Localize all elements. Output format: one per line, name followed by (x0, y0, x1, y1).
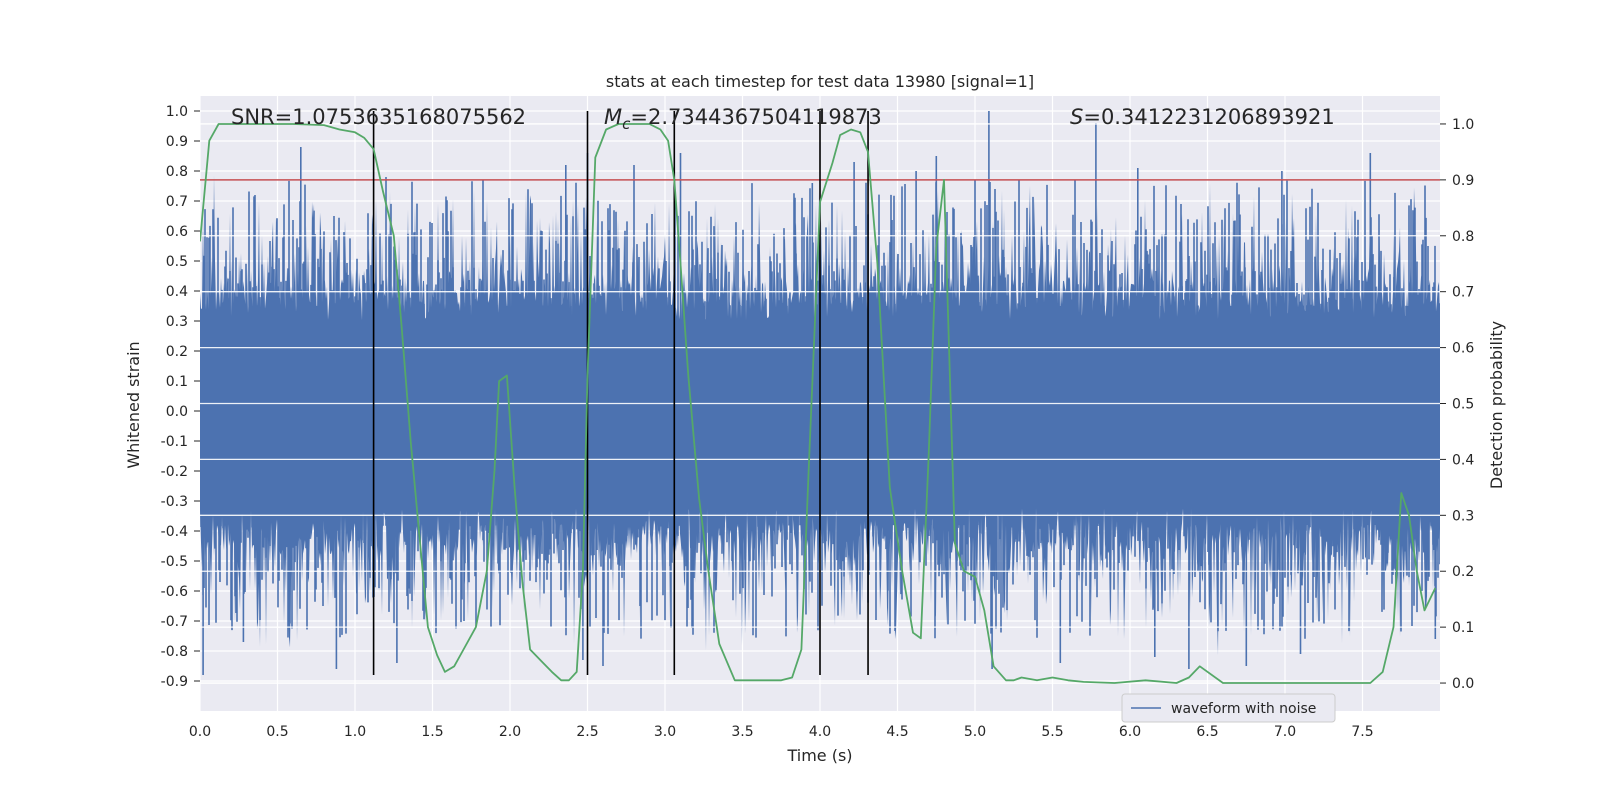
y2-tick-label: 0.9 (1452, 173, 1474, 189)
s-symbol: S (1070, 105, 1083, 129)
x-tick-label: 4.5 (886, 724, 908, 740)
y-tick-label: -0.8 (161, 644, 188, 660)
x-tick-label: 4.0 (809, 724, 831, 740)
x-tick-label: 3.5 (731, 724, 753, 740)
chirp-mass-value: =2.7344367504119873 (630, 105, 881, 129)
x-tick-label: 1.5 (421, 724, 443, 740)
y-tick-label: 0.6 (166, 224, 188, 240)
x-tick-label: 5.5 (1041, 724, 1063, 740)
x-tick-label: 5.0 (964, 724, 986, 740)
x-tick-label: 3.0 (654, 724, 676, 740)
y2-tick-label: 0.4 (1452, 452, 1474, 468)
y-axis-ticks: 1.0 0.9 0.8 0.7 0.6 0.5 0.4 0.3 0.2 0.1 0.0 -0.1 -0.… (161, 104, 200, 690)
y-tick-label: 0.9 (166, 134, 188, 150)
y-axis-label: Whitened strain (124, 341, 143, 468)
x-tick-label: 6.5 (1196, 724, 1218, 740)
chirp-mass-annotation: Mc=2.7344367504119873 (604, 105, 882, 133)
x-tick-label: 0.0 (189, 724, 211, 740)
y-tick-label: -0.2 (161, 464, 188, 480)
y-tick-label: 0.2 (166, 344, 188, 360)
y-tick-label: 0.7 (166, 194, 188, 210)
y2-tick-label: 0.2 (1452, 564, 1474, 580)
y2-tick-label: 0.7 (1452, 285, 1474, 301)
y-tick-label: -0.3 (161, 494, 188, 510)
chirp-mass-subscript: c (622, 115, 631, 133)
y2-tick-label: 0.3 (1452, 508, 1474, 524)
detection-probability-line (200, 123, 1437, 684)
x-tick-label: 6.0 (1119, 724, 1141, 740)
y2-tick-label: 0.0 (1452, 676, 1474, 692)
y-tick-label: 0.8 (166, 164, 188, 180)
y2-tick-label: 0.1 (1452, 620, 1474, 636)
x-axis-ticks: 0.0 0.5 1.0 1.5 2.0 2.5 3.0 3.5 4.0 4.5 5.0 5.5 6.0 6… (189, 724, 1374, 740)
detection-probability-series (200, 123, 1437, 684)
x-tick-label: 1.0 (344, 724, 366, 740)
y-tick-label: 0.1 (166, 374, 188, 390)
y-tick-label: -0.1 (161, 434, 188, 450)
y-tick-label: 0.4 (166, 284, 188, 300)
y-tick-label: -0.7 (161, 614, 188, 630)
y-tick-label: -0.5 (161, 554, 188, 570)
y2-axis-label: Detection probability (1487, 321, 1506, 489)
chart-title: stats at each timestep for test data 139… (606, 72, 1034, 91)
y2-tick-label: 0.5 (1452, 397, 1474, 413)
x-tick-label: 7.0 (1274, 724, 1296, 740)
x-tick-label: 7.5 (1351, 724, 1373, 740)
y-tick-label: 0.3 (166, 314, 188, 330)
y-tick-label: 0.0 (166, 404, 188, 420)
x-tick-label: 0.5 (266, 724, 288, 740)
y-tick-label: -0.9 (161, 674, 188, 690)
y-tick-label: -0.4 (161, 524, 188, 540)
waveform-spikes (200, 111, 1440, 675)
s-annotation: S=0.3412231206893921 (1070, 105, 1335, 129)
y2-tick-label: 0.8 (1452, 229, 1474, 245)
snr-annotation: SNR=1.0753635168075562 (231, 105, 526, 129)
x-axis-label: Time (s) (786, 746, 852, 765)
x-tick-label: 2.5 (576, 724, 598, 740)
legend-box (1121, 693, 1336, 723)
y2-tick-label: 1.0 (1452, 117, 1474, 133)
y-tick-label: 0.5 (166, 254, 188, 270)
legend: waveform with noise (1121, 693, 1336, 723)
y-tick-label: 1.0 (166, 104, 188, 120)
chirp-mass-symbol: M (604, 105, 622, 129)
y2-axis-ticks: 1.0 0.9 0.8 0.7 0.6 0.5 0.4 0.3 0.2 0.1 0.0 (1440, 117, 1474, 692)
y-tick-label: -0.6 (161, 584, 188, 600)
legend-label: waveform with noise (1171, 701, 1316, 717)
x-tick-label: 2.0 (499, 724, 521, 740)
y2-tick-label: 0.6 (1452, 341, 1474, 357)
s-value: =0.3412231206893921 (1083, 105, 1334, 129)
